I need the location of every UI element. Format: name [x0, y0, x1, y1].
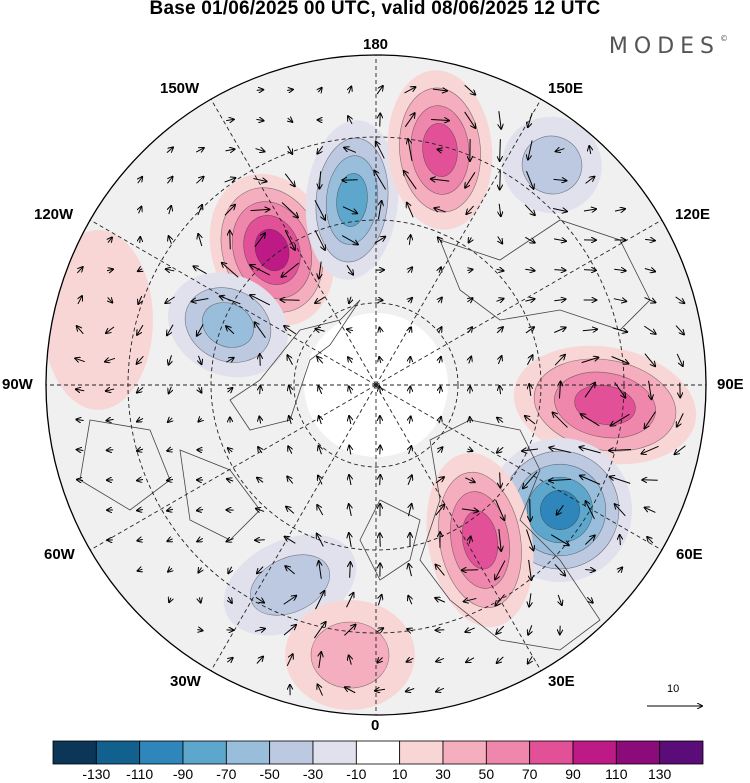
- meridian-label-60e: 60E: [676, 546, 703, 563]
- meridian-line: [375, 384, 542, 672]
- colorbar-swatch: [355, 740, 401, 765]
- colorbar-tick-label: -50: [259, 766, 280, 782]
- colorbar-swatch: [659, 740, 704, 765]
- colorbar-swatch: [615, 740, 661, 765]
- meridian-label-30e: 30E: [548, 673, 575, 690]
- colorbar-swatch: [399, 740, 444, 765]
- coastline: [79, 419, 171, 511]
- colorbar-tick-label: 110: [605, 766, 628, 782]
- colorbar-tick-labels: -130 -110 -90 -70 -50 -30 -10 10 30 50 70 90 110 130: [0, 766, 750, 783]
- anomaly-center: [46, 230, 153, 410]
- meridian-line: [375, 384, 663, 551]
- meridian-line: [375, 98, 542, 386]
- anomaly-center: [285, 600, 415, 710]
- meridian-label-0: 0: [371, 717, 380, 734]
- meridian-line: [375, 219, 663, 386]
- colorbar-swatch: [139, 740, 184, 765]
- meridian-label-90e: 90E: [717, 376, 744, 393]
- colorbar-tick-label: -90: [172, 766, 194, 782]
- colorbar-tick-label: -110: [126, 766, 154, 782]
- meridian-label-150w: 150W: [160, 80, 200, 97]
- meridian-label-150e: 150E: [548, 80, 584, 97]
- colorbar-tick-label: 10: [391, 766, 408, 782]
- colorbar-tick-label: -130: [82, 766, 111, 782]
- meridian-label-180: 180: [363, 36, 389, 53]
- colorbar-tick-label: 30: [435, 766, 451, 782]
- meridian-line: [210, 384, 377, 672]
- colorbar-tick-label: 130: [647, 766, 672, 782]
- reference-vector-label: 10: [667, 683, 680, 695]
- coastline: [359, 499, 421, 581]
- colorbar-swatch: [225, 740, 271, 765]
- coastline: [229, 299, 361, 431]
- anomaly-center: [305, 120, 399, 280]
- brand-name: MODES: [608, 34, 720, 59]
- meridian-line: [210, 98, 377, 386]
- colorbar: [52, 740, 704, 765]
- colorbar-swatch: [572, 740, 617, 765]
- colorbar-swatch: [485, 740, 531, 765]
- colorbar-tick-label: 70: [521, 766, 538, 782]
- colorbar-swatch: [52, 740, 97, 765]
- map-boundary: [45, 54, 707, 716]
- coastline: [179, 449, 261, 541]
- colorbar-swatch: [442, 740, 487, 765]
- map-title: Base 01/06/2025 00 UTC, valid 08/06/2025…: [149, 0, 601, 19]
- colorbar-swatch: [269, 740, 314, 765]
- colorbar-swatch: [95, 740, 141, 765]
- meridian-label-120w: 120W: [34, 206, 74, 223]
- colorbar-tick-label: -10: [346, 766, 367, 782]
- meridian-label-30w: 30W: [170, 673, 201, 690]
- brand-copyright-mark: ©: [720, 34, 728, 43]
- meridian-label-60w: 60W: [44, 546, 75, 563]
- meridian-label-120e: 120E: [675, 206, 711, 223]
- anomaly-center: [426, 452, 534, 628]
- coastline: [419, 419, 601, 651]
- colorbar-tick-label: 90: [565, 766, 581, 782]
- meridian-label-90w: 90W: [2, 376, 33, 393]
- latitude-circle: [293, 302, 459, 468]
- brand-logo: MODES©: [609, 34, 728, 59]
- colorbar-tick-label: 50: [478, 766, 495, 782]
- colorbar-swatch: [312, 740, 357, 765]
- colorbar-swatch: [182, 740, 227, 765]
- meridian-line: [89, 384, 377, 551]
- wind-vectors: [75, 85, 685, 696]
- meridian-line: [89, 219, 377, 386]
- anomaly-center: [513, 345, 697, 465]
- colorbar-tick-label: -30: [302, 766, 324, 782]
- colorbar-tick-label: -70: [216, 766, 237, 782]
- colorbar-swatch: [529, 740, 574, 765]
